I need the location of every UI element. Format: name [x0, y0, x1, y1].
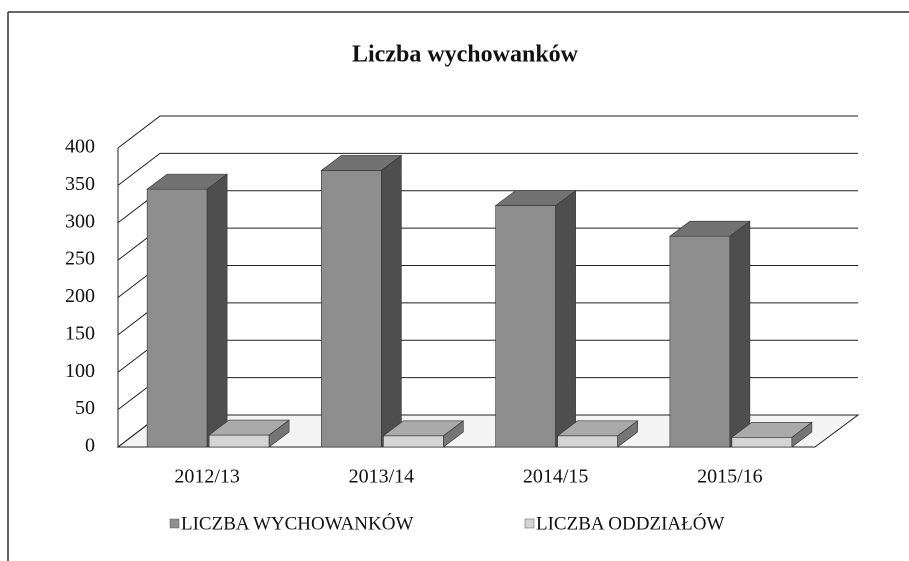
y-tick-label: 300 — [65, 210, 95, 232]
x-tick-label: 2013/14 — [349, 466, 415, 488]
legend-marker — [524, 518, 535, 529]
bar-front — [383, 435, 444, 448]
bar-top — [146, 173, 229, 190]
bar-front — [731, 436, 793, 448]
y-tick-label: 200 — [65, 285, 95, 307]
bar-side — [206, 173, 228, 448]
bar-front — [208, 434, 270, 448]
bar-front — [669, 235, 731, 448]
grid-line — [117, 152, 858, 186]
legend-label: LICZBA WYCHOWANKÓW — [181, 512, 413, 534]
bar-front — [495, 205, 556, 448]
bar-top — [382, 420, 465, 437]
y-tick-label: 350 — [65, 173, 95, 195]
bar-top — [556, 420, 639, 437]
bar-side — [381, 154, 402, 448]
grid-line — [117, 190, 858, 224]
bar-front — [146, 188, 208, 448]
bar-front — [557, 435, 618, 448]
bar-top — [494, 190, 577, 206]
y-tick-label: 50 — [75, 397, 95, 419]
y-tick-label: 150 — [65, 322, 95, 344]
bar-side — [555, 189, 576, 448]
x-tick-label: 2015/16 — [697, 466, 763, 488]
y-tick-label: 0 — [85, 435, 95, 457]
y-tick-label: 250 — [65, 248, 95, 270]
y-tick-label: 400 — [65, 136, 95, 158]
x-tick-label: 2012/13 — [174, 466, 240, 488]
bar-top — [730, 421, 813, 438]
bar — [382, 420, 465, 448]
y-tick-label: 100 — [65, 360, 95, 382]
grid-line — [117, 115, 858, 149]
bar-top — [668, 220, 751, 237]
legend-label: LICZBA ODDZIAŁÓW — [536, 512, 724, 534]
bar-top — [208, 419, 291, 436]
bar — [668, 220, 751, 448]
bar-top — [320, 155, 403, 171]
bar — [730, 421, 813, 448]
legend-marker — [169, 518, 180, 529]
bar — [208, 419, 291, 448]
bar — [320, 154, 403, 448]
bar — [494, 189, 577, 448]
chart-title: Liczba wychowanków — [352, 42, 579, 68]
bar-front — [321, 170, 382, 448]
bar — [556, 420, 639, 448]
bar — [146, 173, 229, 448]
bar-side — [729, 220, 751, 448]
x-tick-label: 2014/15 — [523, 466, 589, 488]
